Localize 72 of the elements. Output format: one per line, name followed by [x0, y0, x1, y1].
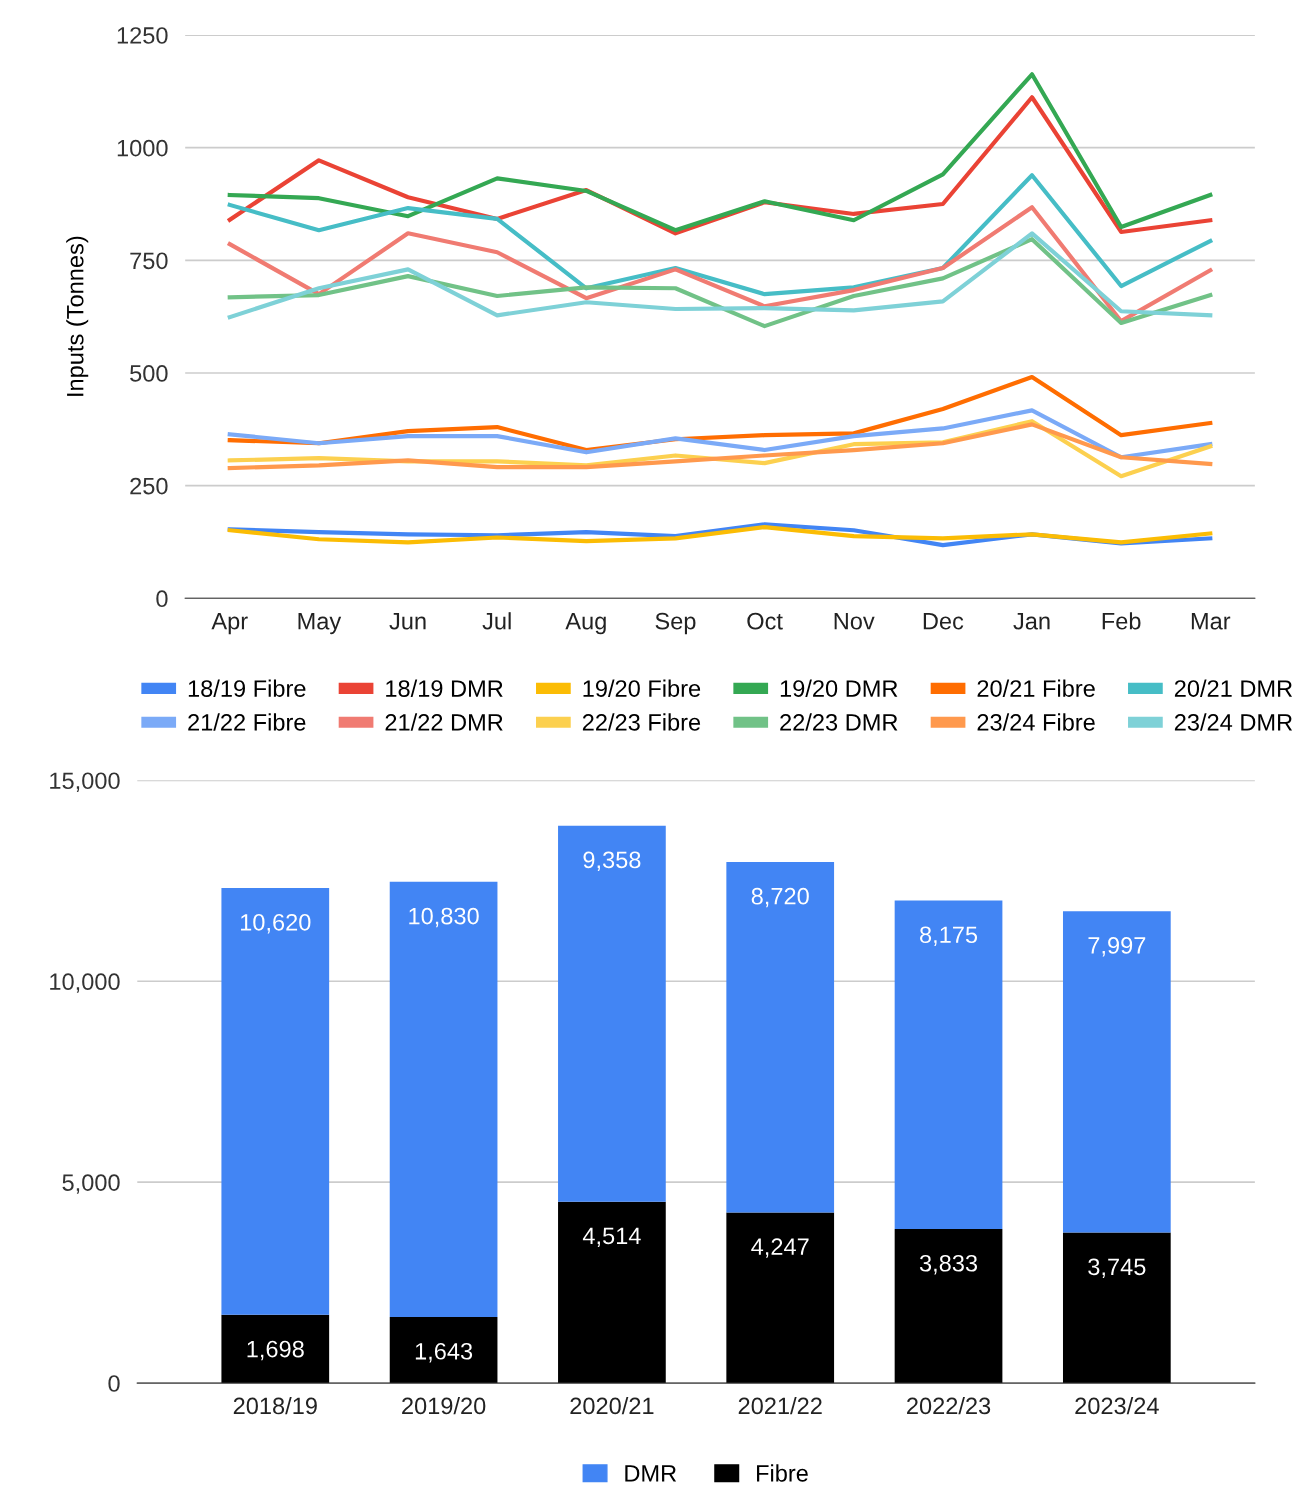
- x-tick-label: Oct: [747, 612, 783, 630]
- bar: [1062, 1232, 1171, 1384]
- y-tick-label: 1250: [117, 27, 168, 44]
- x-tick-label: Mar: [1191, 613, 1231, 630]
- data-label: 4,514: [582, 1227, 641, 1248]
- x-tick-label: 2021/22: [738, 1396, 822, 1415]
- bar: [726, 862, 835, 1213]
- legend-label: 19/20 DMR: [780, 679, 898, 697]
- legend-label: 18/19 Fibre: [188, 679, 306, 697]
- bar: [558, 825, 666, 1202]
- line-series: [227, 422, 1213, 471]
- data-label: 8,175: [920, 926, 978, 946]
- y-tick-label: 250: [130, 477, 168, 495]
- y-tick-label: 10,000: [50, 973, 120, 993]
- line-series: [227, 408, 1213, 460]
- x-tick-label: May: [298, 613, 342, 635]
- bar: [1062, 911, 1171, 1233]
- y-tick-label: 500: [130, 365, 168, 382]
- x-tick-label: Feb: [1102, 612, 1141, 630]
- x-tick-label: Nov: [834, 613, 875, 630]
- legend-label: 21/22 Fibre: [188, 713, 306, 731]
- legend-label: 22/23 Fibre: [582, 713, 701, 731]
- x-tick-label: Dec: [923, 613, 964, 630]
- line-series: [227, 231, 1213, 320]
- data-label: 3,833: [919, 1254, 978, 1275]
- x-tick-label: 2020/21: [570, 1396, 654, 1415]
- data-label: 1,643: [415, 1342, 473, 1363]
- data-label: 3,745: [1088, 1258, 1146, 1278]
- x-tick-label: 2019/20: [402, 1396, 486, 1415]
- data-label: 8,720: [751, 887, 809, 908]
- x-tick-label: 2023/24: [1075, 1396, 1159, 1415]
- x-tick-label: 2018/19: [233, 1396, 317, 1415]
- x-tick-label: Apr: [211, 613, 248, 635]
- y-tick-label: 15,000: [50, 772, 120, 792]
- bar: [221, 888, 330, 1315]
- legend-label: 21/22 DMR: [385, 713, 503, 731]
- data-label: 10,620: [240, 913, 311, 934]
- bar: [221, 1314, 330, 1384]
- line-series: [227, 237, 1213, 329]
- y-axis-title: Inputs (Tonnes): [66, 236, 89, 396]
- y-tick-label: 1000: [117, 139, 168, 157]
- x-tick-label: Jun: [389, 613, 426, 630]
- legend-label: Fibre: [757, 1464, 808, 1482]
- y-tick-label: 0: [108, 1375, 120, 1392]
- data-label: 4,247: [751, 1238, 809, 1258]
- x-tick-label: Jul: [482, 612, 511, 630]
- legend-label: 19/20 Fibre: [583, 679, 701, 697]
- legend-label: 18/19 DMR: [386, 679, 503, 697]
- bar: [726, 1212, 835, 1384]
- bar: [558, 1201, 666, 1384]
- data-label: 9,358: [583, 851, 641, 871]
- data-label: 10,830: [409, 907, 479, 928]
- x-tick-label: Jan: [1013, 613, 1050, 630]
- line-series: [227, 72, 1213, 233]
- y-tick-label: 750: [130, 252, 168, 270]
- legend-label: 20/21 Fibre: [977, 679, 1095, 697]
- y-tick-label: 0: [156, 590, 168, 608]
- data-label: 7,997: [1088, 937, 1146, 957]
- y-tick-label: 5,000: [62, 1174, 120, 1194]
- bar: [894, 900, 1003, 1230]
- legend-label: 23/24 Fibre: [977, 713, 1095, 731]
- legend-label: 20/21 DMR: [1174, 679, 1293, 697]
- x-tick-label: Sep: [655, 612, 696, 635]
- x-tick-label: Aug: [565, 613, 606, 635]
- bar: [389, 881, 498, 1318]
- data-label: 1,698: [247, 1340, 304, 1361]
- x-tick-label: 2022/23: [907, 1396, 991, 1415]
- legend-label: 23/24 DMR: [1174, 713, 1293, 731]
- bar: [894, 1229, 1003, 1384]
- bar: [389, 1317, 498, 1384]
- legend-label: 22/23 DMR: [780, 713, 898, 731]
- legend-label: DMR: [625, 1465, 677, 1482]
